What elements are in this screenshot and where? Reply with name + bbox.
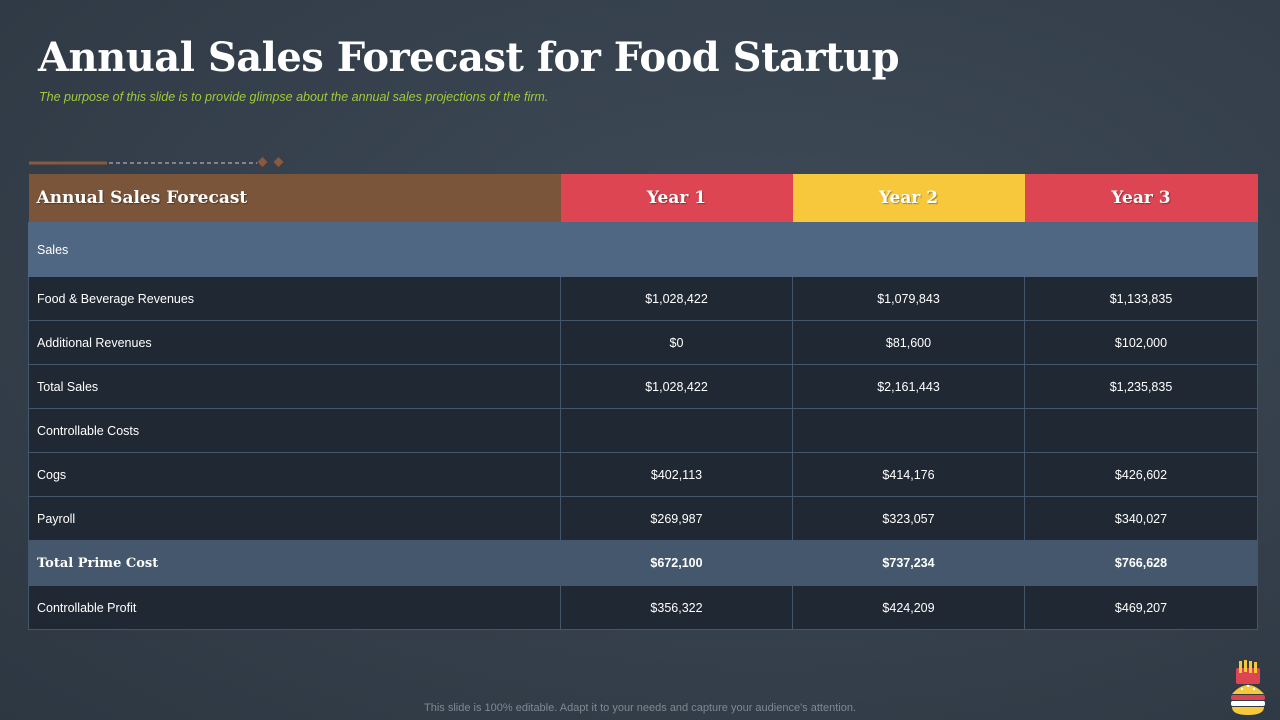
row-label: Total Sales <box>28 364 561 409</box>
header-year-3: Year 3 <box>1024 174 1258 223</box>
cell-year-3 <box>1024 408 1258 453</box>
table-row: Cogs $402,113 $414,176 $426,602 <box>28 452 1258 497</box>
section-label: Sales <box>28 222 1258 277</box>
slide-title: Annual Sales Forecast for Food Startup <box>38 34 900 81</box>
section-row-sales: Sales <box>28 222 1258 277</box>
cell-year-1: $0 <box>560 320 793 365</box>
row-label: Cogs <box>28 452 561 497</box>
cell-year-3: $1,235,835 <box>1024 364 1258 409</box>
cell-year-2: $424,209 <box>792 585 1025 630</box>
cell-year-2: $2,161,443 <box>792 364 1025 409</box>
row-label: Total Prime Cost <box>28 540 561 586</box>
cell-year-1: $1,028,422 <box>560 364 793 409</box>
sales-forecast-table: Annual Sales Forecast Year 1 Year 2 Year… <box>28 174 1258 630</box>
cell-year-2: $737,234 <box>792 540 1025 586</box>
table-row: Controllable Costs <box>28 408 1258 453</box>
cell-year-2: $414,176 <box>792 452 1025 497</box>
burger-fries-icon <box>1231 660 1265 715</box>
header-label: Annual Sales Forecast <box>28 174 561 223</box>
cell-year-2 <box>792 408 1025 453</box>
table-row: Controllable Profit $356,322 $424,209 $4… <box>28 585 1258 630</box>
cell-year-3: $102,000 <box>1024 320 1258 365</box>
row-label: Payroll <box>28 496 561 541</box>
header-year-1: Year 1 <box>560 174 793 223</box>
table-row: Food & Beverage Revenues $1,028,422 $1,0… <box>28 276 1258 321</box>
cell-year-2: $323,057 <box>792 496 1025 541</box>
cell-year-3: $1,133,835 <box>1024 276 1258 321</box>
cell-year-1 <box>560 408 793 453</box>
cell-year-1: $356,322 <box>560 585 793 630</box>
row-label: Additional Revenues <box>28 320 561 365</box>
table-header-row: Annual Sales Forecast Year 1 Year 2 Year… <box>28 174 1258 223</box>
header-year-2: Year 2 <box>792 174 1025 223</box>
table-row: Total Sales $1,028,422 $2,161,443 $1,235… <box>28 364 1258 409</box>
table-row: Additional Revenues $0 $81,600 $102,000 <box>28 320 1258 365</box>
row-label: Controllable Profit <box>28 585 561 630</box>
cell-year-2: $1,079,843 <box>792 276 1025 321</box>
row-label: Food & Beverage Revenues <box>28 276 561 321</box>
cell-year-2: $81,600 <box>792 320 1025 365</box>
cell-year-3: $340,027 <box>1024 496 1258 541</box>
decorative-divider <box>29 157 284 167</box>
cell-year-1: $672,100 <box>560 540 793 586</box>
cell-year-3: $469,207 <box>1024 585 1258 630</box>
cell-year-3: $426,602 <box>1024 452 1258 497</box>
cell-year-3: $766,628 <box>1024 540 1258 586</box>
cell-year-1: $269,987 <box>560 496 793 541</box>
table-row-total: Total Prime Cost $672,100 $737,234 $766,… <box>28 540 1258 586</box>
row-label: Controllable Costs <box>28 408 561 453</box>
cell-year-1: $1,028,422 <box>560 276 793 321</box>
table-row: Payroll $269,987 $323,057 $340,027 <box>28 496 1258 541</box>
slide-footer: This slide is 100% editable. Adapt it to… <box>424 702 856 714</box>
cell-year-1: $402,113 <box>560 452 793 497</box>
slide-subtitle: The purpose of this slide is to provide … <box>39 90 549 104</box>
